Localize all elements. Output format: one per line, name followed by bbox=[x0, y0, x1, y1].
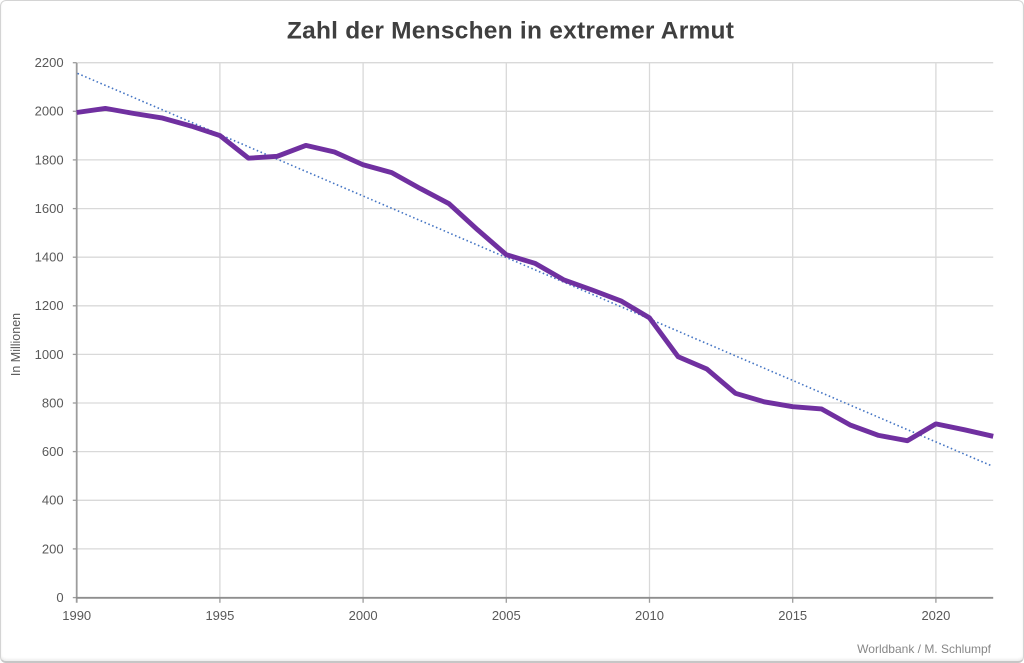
svg-text:1400: 1400 bbox=[35, 250, 64, 265]
svg-text:Worldbank / M. Schlumpf: Worldbank / M. Schlumpf bbox=[857, 642, 991, 656]
svg-text:400: 400 bbox=[42, 493, 64, 508]
svg-text:0: 0 bbox=[56, 590, 63, 605]
svg-text:1000: 1000 bbox=[35, 347, 64, 362]
svg-text:2005: 2005 bbox=[492, 608, 521, 623]
svg-text:2020: 2020 bbox=[921, 608, 950, 623]
svg-text:2000: 2000 bbox=[35, 104, 64, 119]
svg-text:Zahl der Menschen in extremer: Zahl der Menschen in extremer Armut bbox=[287, 17, 734, 44]
svg-text:200: 200 bbox=[42, 541, 64, 556]
svg-text:800: 800 bbox=[42, 395, 64, 410]
svg-text:1990: 1990 bbox=[62, 608, 91, 623]
svg-text:600: 600 bbox=[42, 444, 64, 459]
svg-text:1800: 1800 bbox=[35, 152, 64, 167]
svg-text:2010: 2010 bbox=[635, 608, 664, 623]
svg-text:2000: 2000 bbox=[349, 608, 378, 623]
svg-text:In Millionen: In Millionen bbox=[9, 313, 23, 376]
svg-text:1200: 1200 bbox=[35, 298, 64, 313]
svg-text:1600: 1600 bbox=[35, 201, 64, 216]
svg-text:2015: 2015 bbox=[778, 608, 807, 623]
svg-text:1995: 1995 bbox=[205, 608, 234, 623]
svg-text:2200: 2200 bbox=[35, 55, 64, 70]
